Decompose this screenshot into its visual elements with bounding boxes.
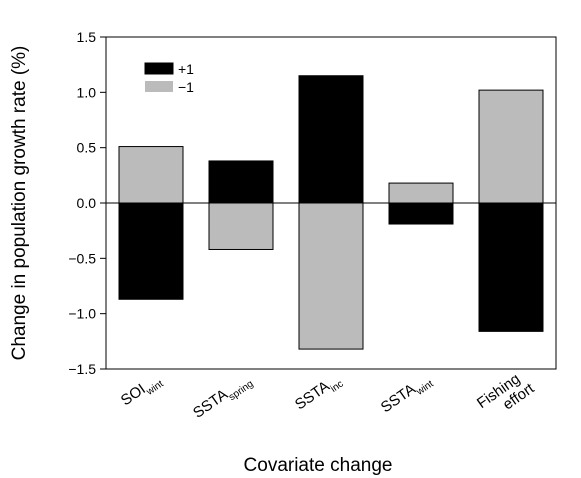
bar-series-0-category-0 bbox=[118, 202, 184, 300]
legend-swatch-1 bbox=[145, 81, 173, 92]
bar-series-1-category-2 bbox=[298, 202, 364, 350]
legend-swatch-0 bbox=[144, 62, 174, 75]
y-tick-label: 0.0 bbox=[77, 195, 97, 211]
bar-series-0-category-1 bbox=[208, 160, 274, 204]
bar-series-1-category-3 bbox=[388, 182, 454, 204]
category-label-main: SSTA bbox=[190, 386, 231, 422]
x-axis-category-labels: SOIwint SSTAspring SSTAinc SSTAwint Fishinge… bbox=[118, 370, 538, 425]
category-label-1: SSTAspring bbox=[190, 370, 256, 425]
x-axis-title: Covariate change bbox=[244, 455, 393, 476]
bar-series-1-category-4 bbox=[478, 89, 544, 204]
bar-series-0-category-4 bbox=[478, 202, 544, 332]
y-tick-label: 0.5 bbox=[77, 140, 97, 156]
bar-series-1-category-1 bbox=[208, 202, 274, 250]
category-label-main: SSTA bbox=[378, 381, 419, 417]
plot-frame bbox=[105, 36, 557, 370]
y-tick-label: 1.5 bbox=[77, 29, 97, 45]
category-label-2: SSTAinc bbox=[292, 370, 346, 416]
category-label-main: SOI bbox=[118, 381, 149, 410]
category-label-subscript: spring bbox=[227, 379, 256, 404]
category-label-text: SSTAinc bbox=[292, 370, 346, 416]
bar-series-0-category-2 bbox=[298, 75, 364, 204]
bar-series-1-category-0 bbox=[118, 146, 184, 204]
legend-label-1: −1 bbox=[178, 79, 194, 95]
legend: +1−1 bbox=[144, 61, 194, 95]
category-label-text: SOIwint bbox=[118, 370, 166, 412]
y-axis-title: Change in population growth rate (%) bbox=[9, 46, 30, 361]
y-axis: 1.5 1.0 0.5 0.0 −0.5 −1.0 −1.5 bbox=[68, 29, 106, 377]
category-label-0: SOIwint bbox=[118, 370, 166, 412]
category-label-main: SSTA bbox=[292, 378, 333, 414]
y-tick-label: −1.0 bbox=[68, 306, 96, 322]
y-tick-label: −1.5 bbox=[68, 361, 96, 377]
y-tick-label: 1.0 bbox=[77, 84, 97, 100]
bars-group bbox=[118, 75, 544, 350]
category-label-3: SSTAwint bbox=[378, 370, 436, 419]
category-label-text: SSTAspring bbox=[190, 370, 256, 425]
legend-label-0: +1 bbox=[178, 61, 194, 77]
bar-series-0-category-3 bbox=[388, 202, 454, 225]
category-label-text: SSTAwint bbox=[378, 370, 436, 419]
y-tick-label: −0.5 bbox=[68, 250, 96, 266]
